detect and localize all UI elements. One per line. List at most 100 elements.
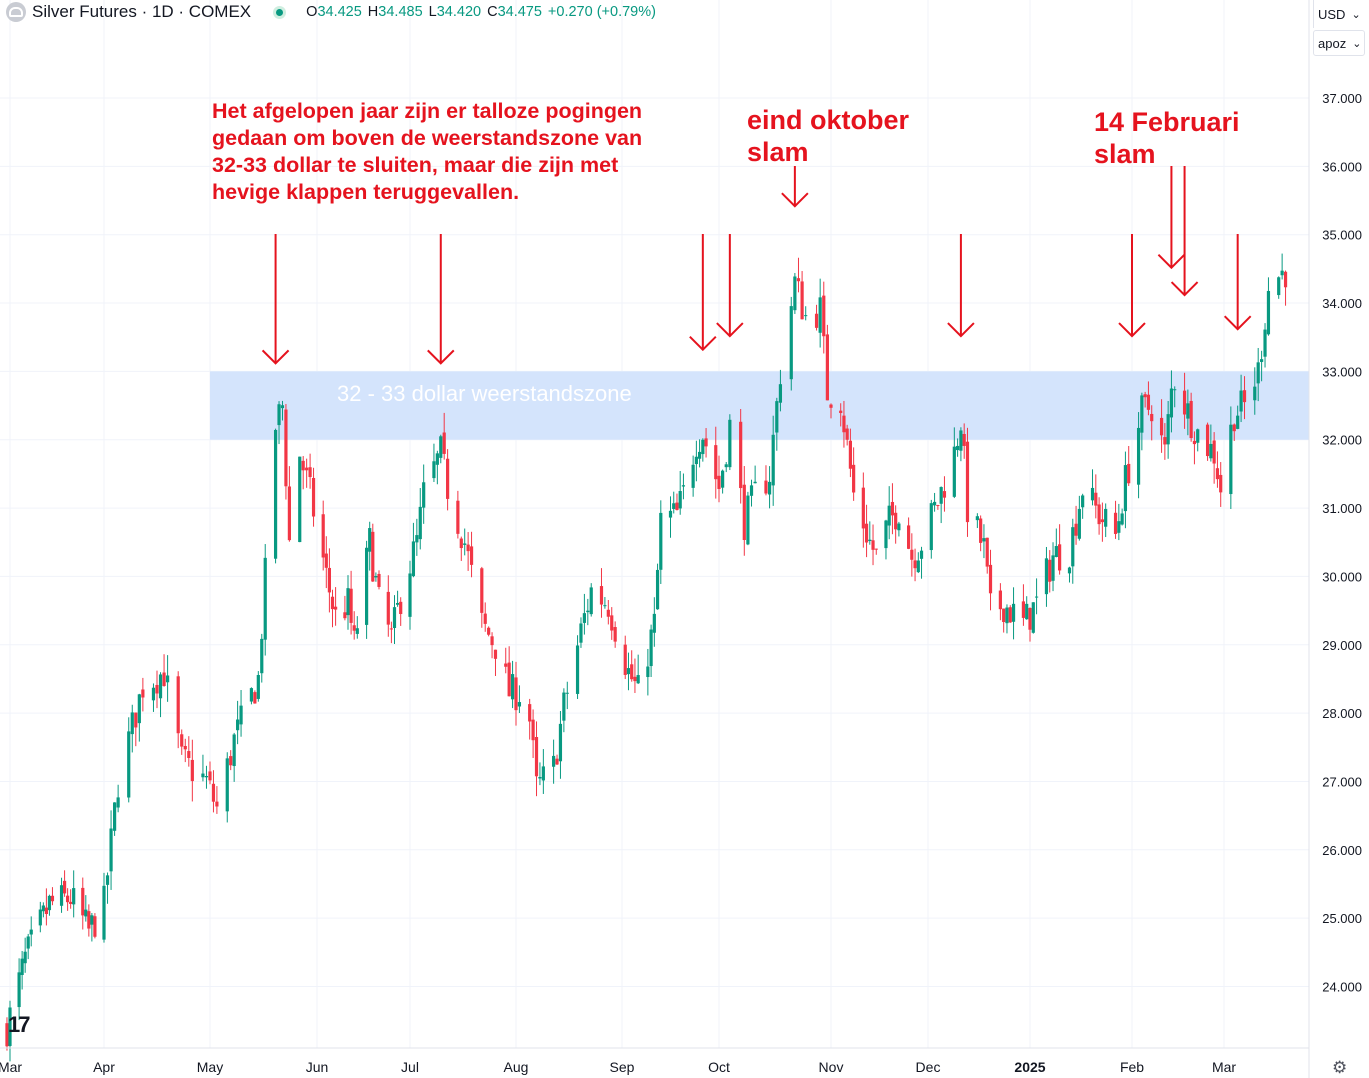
candle-body	[204, 776, 209, 778]
candle-body	[717, 475, 721, 489]
time-tick-label: Dec	[916, 1059, 941, 1075]
candle-body	[1253, 386, 1257, 401]
candle-body	[646, 666, 650, 678]
candle-body	[814, 313, 819, 328]
time-tick-label: May	[197, 1059, 223, 1075]
candle-body	[936, 505, 940, 507]
low-label: L	[428, 4, 437, 20]
candle-body	[1002, 608, 1006, 623]
price-axis[interactable]: 24.000 25.000 26.000 27.000 28.000 29.000 30.0…	[1308, 0, 1362, 1078]
candle-body	[952, 446, 956, 497]
candle-body	[487, 627, 491, 635]
candle-body	[864, 523, 869, 543]
price-tick-label: 36.000	[1322, 159, 1362, 174]
candle-body	[916, 560, 920, 573]
candle-body	[109, 828, 113, 872]
candle-body	[1236, 415, 1240, 429]
candle-body	[298, 456, 302, 543]
candle-body	[1074, 523, 1078, 536]
open-label: O	[306, 4, 318, 20]
candle-body	[408, 573, 412, 617]
candle-body	[463, 543, 467, 545]
candle-body	[1028, 607, 1032, 630]
candle-body	[66, 895, 70, 903]
candle-body	[483, 613, 487, 624]
candle-body	[504, 663, 508, 667]
candle-body	[215, 801, 219, 807]
candle-body	[349, 588, 353, 623]
candle-body	[1104, 508, 1108, 527]
candle-body	[239, 705, 243, 725]
gear-icon[interactable]: ⚙	[1332, 1058, 1348, 1077]
candle-body	[861, 487, 865, 529]
candle-body	[681, 485, 686, 487]
candle-body	[839, 410, 843, 414]
candle-body	[166, 675, 170, 683]
candle-body	[800, 281, 804, 320]
candle-body	[753, 481, 757, 484]
candle-body	[355, 628, 359, 634]
candle-body	[5, 1023, 9, 1047]
candle-body	[411, 541, 416, 577]
price-tick-label: 29.000	[1322, 638, 1362, 653]
time-tick-label: Apr	[93, 1059, 115, 1075]
market-status-icon[interactable]	[273, 5, 287, 19]
tradingview-logo[interactable]: 17	[8, 1012, 31, 1037]
time-tick-label: Feb	[1120, 1059, 1144, 1075]
time-axis[interactable]: Mar Apr May Jun Jul Aug Sep Oct Nov Dec 2025 Feb Mar	[0, 1047, 1309, 1075]
arrow-head	[947, 322, 975, 338]
candle-body	[724, 464, 728, 468]
currency-button[interactable]: USD ⌄	[1313, 0, 1365, 28]
price-tick-label: 30.000	[1322, 569, 1362, 584]
price-tick-label: 24.000	[1322, 980, 1362, 995]
candle-body	[1136, 427, 1141, 485]
candle-body	[555, 758, 559, 765]
candle-body	[180, 734, 184, 747]
candle-body	[422, 482, 426, 508]
candle-body	[236, 719, 240, 731]
candle-body	[868, 539, 872, 541]
candle-body	[630, 664, 634, 680]
candle-body	[582, 613, 586, 623]
candle-body	[962, 433, 966, 446]
candle-body	[910, 549, 914, 560]
candle-body	[764, 480, 768, 494]
candle-body	[652, 613, 656, 633]
candle-body	[134, 712, 138, 728]
candle-body	[1196, 429, 1200, 443]
candle-body	[1283, 271, 1288, 288]
candle-body	[446, 458, 450, 499]
candle-body	[514, 677, 518, 711]
candle-body	[113, 802, 117, 831]
candle-body	[771, 434, 775, 486]
candle-body	[368, 528, 372, 552]
resistance-annotation: Het afgelopen jaar zijn er talloze pogin…	[212, 99, 643, 204]
candle-body	[84, 909, 88, 917]
candle-body	[822, 295, 826, 337]
candle-body	[305, 467, 309, 471]
candle-body	[721, 470, 725, 488]
candle-body	[1140, 395, 1144, 433]
candle-body	[562, 692, 566, 721]
candle-body	[1173, 389, 1177, 391]
candle-body	[1067, 567, 1072, 574]
symbol-title[interactable]: Silver Futures · 1D · COMEX	[32, 2, 252, 21]
candle-body	[59, 885, 64, 906]
candle-body	[1097, 504, 1101, 525]
price-tick-label: 35.000	[1322, 228, 1362, 243]
candle-body	[1031, 602, 1035, 633]
scale-mode-button[interactable]: apoz ⌄	[1313, 30, 1365, 56]
time-tick-label: Oct	[708, 1059, 730, 1075]
candle-body	[87, 911, 91, 929]
candle-body	[62, 880, 67, 894]
candle-body	[659, 512, 663, 570]
candle-body	[308, 467, 312, 478]
candle-body	[301, 460, 305, 471]
candle-body	[975, 516, 979, 521]
candle-body	[105, 875, 110, 885]
candle-body	[284, 409, 288, 487]
candle-body	[1192, 440, 1197, 445]
candle-body	[603, 605, 607, 607]
low-value: 34.420	[436, 4, 482, 20]
